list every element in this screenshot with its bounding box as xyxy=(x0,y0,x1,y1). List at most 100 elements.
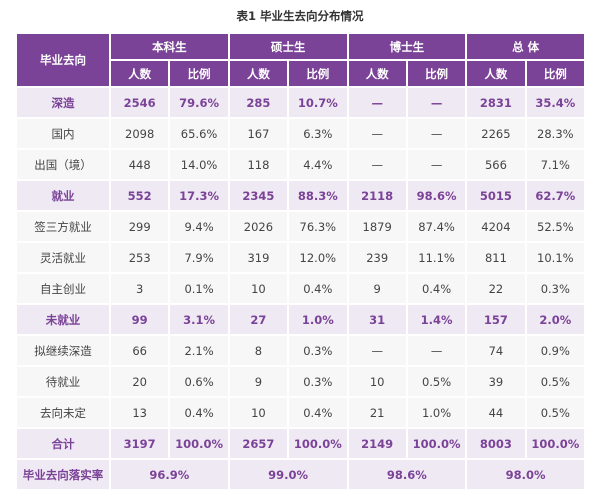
table-cell: — xyxy=(346,86,408,119)
graduate-destination-table: 毕业去向 本科生 硕士生 博士生总 体人数 比例 人数 比例 人数 比例 人数 比例 深造 2546 7… xyxy=(15,32,587,491)
table-cell: 0.4% xyxy=(405,272,468,305)
table-cell: — xyxy=(405,117,468,150)
table-title: 表1 毕业生去向分布情况 xyxy=(236,9,364,23)
header-group: 总 体 xyxy=(465,32,586,61)
rate-cell: 98.0% xyxy=(465,458,586,491)
table-row: 去向未定 13 0.4% 10 0.4% 21 1.0% 44 0.5% xyxy=(15,396,587,429)
table-cell: 8 xyxy=(227,334,290,367)
category-row: 就业 552 17.3% 2345 88.3% 2118 98.6% 5015 62.7% xyxy=(15,179,587,212)
table-cell: 9.4% xyxy=(168,210,230,243)
table-cell: 3197 xyxy=(108,427,171,460)
table-cell: — xyxy=(405,334,468,367)
table-cell: 0.6% xyxy=(168,365,230,398)
table-cell: 239 xyxy=(346,241,408,274)
table-cell: 10 xyxy=(346,365,408,398)
table-cell: 285 xyxy=(227,86,290,119)
table-cell: 253 xyxy=(108,241,171,274)
table-cell: 3 xyxy=(108,272,171,305)
row-label: 灵活就业 xyxy=(15,241,111,274)
header-count: 人数 xyxy=(465,59,527,88)
table-cell: 100.0% xyxy=(287,427,349,460)
table-cell: 299 xyxy=(108,210,171,243)
header-count: 人数 xyxy=(227,59,290,88)
table-cell: 76.3% xyxy=(287,210,349,243)
table-cell: 0.3% xyxy=(287,365,349,398)
row-label: 去向未定 xyxy=(15,396,111,429)
table-cell: 2265 xyxy=(465,117,527,150)
table-cell: 2657 xyxy=(227,427,290,460)
table-cell: 2546 xyxy=(108,86,171,119)
row-label: 待就业 xyxy=(15,365,111,398)
table-cell: 10 xyxy=(227,396,290,429)
table-cell: 4.4% xyxy=(287,148,349,181)
table-cell: 3.1% xyxy=(168,303,230,336)
table-cell: 28.3% xyxy=(524,117,587,150)
header-ratio: 比例 xyxy=(168,59,230,88)
table-cell: 5015 xyxy=(465,179,527,212)
table-cell: 448 xyxy=(108,148,171,181)
table-cell: 1.0% xyxy=(287,303,349,336)
table-cell: 10.1% xyxy=(524,241,587,274)
table-cell: 88.3% xyxy=(287,179,349,212)
table-cell: 167 xyxy=(227,117,290,150)
row-label: 未就业 xyxy=(15,303,111,336)
table-cell: 62.7% xyxy=(524,179,587,212)
row-label: 毕业去向落实率 xyxy=(15,458,111,491)
table-row: 国内 2098 65.6% 167 6.3% — —2265 28.3% xyxy=(15,117,587,150)
rate-cell: 99.0% xyxy=(227,458,349,491)
table-row: 拟继续深造 66 2.1% 8 0.3% — —74 0.9% xyxy=(15,334,587,367)
table-cell: 2.0% xyxy=(524,303,587,336)
row-label: 国内 xyxy=(15,117,111,150)
table-cell: 100.0% xyxy=(524,427,587,460)
row-label: 就业 xyxy=(15,179,111,212)
table-cell: 0.5% xyxy=(524,365,587,398)
category-row: 未就业 99 3.1% 27 1.0% 31 1.4% 157 2.0% xyxy=(15,303,587,336)
table-cell: 21 xyxy=(346,396,408,429)
table-cell: 811 xyxy=(465,241,527,274)
table-cell: 35.4% xyxy=(524,86,587,119)
table-cell: 2026 xyxy=(227,210,290,243)
table-cell: 118 xyxy=(227,148,290,181)
table-cell: 17.3% xyxy=(168,179,230,212)
table-cell: 4204 xyxy=(465,210,527,243)
table-cell: 74 xyxy=(465,334,527,367)
table-cell: 99 xyxy=(108,303,171,336)
header-group: 博士生 xyxy=(346,32,468,61)
header-ratio: 比例 xyxy=(287,59,349,88)
table-cell: 65.6% xyxy=(168,117,230,150)
table-cell: — xyxy=(405,86,468,119)
rate-row: 毕业去向落实率 96.9% 99.0% 98.6% 98.0% xyxy=(15,458,586,491)
table-cell: 20 xyxy=(108,365,171,398)
table-cell: 10.7% xyxy=(287,86,349,119)
category-row: 深造 2546 79.6% 285 10.7% — —2831 35.4% xyxy=(15,86,587,119)
header-count: 人数 xyxy=(108,59,171,88)
table-cell: 1.0% xyxy=(405,396,468,429)
table-cell: 12.0% xyxy=(287,241,349,274)
rate-cell: 96.9% xyxy=(109,458,230,491)
table-cell: 52.5% xyxy=(524,210,587,243)
table-cell: 8003 xyxy=(465,427,527,460)
header-ratio: 比例 xyxy=(405,59,468,88)
table-cell: 0.4% xyxy=(168,396,230,429)
table-cell: — xyxy=(346,117,408,150)
table-row: 灵活就业 253 7.9% 319 12.0% 239 11.1% 811 10.1% xyxy=(15,241,587,274)
table-cell: 0.3% xyxy=(287,334,349,367)
table-cell: 2831 xyxy=(465,86,527,119)
table-cell: 0.4% xyxy=(287,396,349,429)
table-row: 签三方就业 299 9.4% 2026 76.3% 1879 87.4% 4204 52.5% xyxy=(15,210,587,243)
table-cell: 9 xyxy=(227,365,290,398)
table-cell: 319 xyxy=(227,241,290,274)
table-cell: 9 xyxy=(346,272,408,305)
row-label: 出国（境） xyxy=(15,148,111,181)
header-group: 本科生 xyxy=(109,32,230,61)
table-cell: 1879 xyxy=(346,210,408,243)
table-cell: 0.5% xyxy=(524,396,587,429)
header-row-sub: 人数 比例 人数 比例 人数 比例 人数 比例 xyxy=(16,59,587,88)
table-row: 自主创业 3 0.1% 10 0.4% 9 0.4% 22 0.3% xyxy=(15,272,587,305)
table-cell: 157 xyxy=(465,303,527,336)
table-cell: 2098 xyxy=(108,117,171,150)
table-cell: 98.6% xyxy=(405,179,468,212)
table-cell: 2.1% xyxy=(168,334,230,367)
table-cell: 0.5% xyxy=(405,365,468,398)
row-label: 拟继续深造 xyxy=(15,334,111,367)
